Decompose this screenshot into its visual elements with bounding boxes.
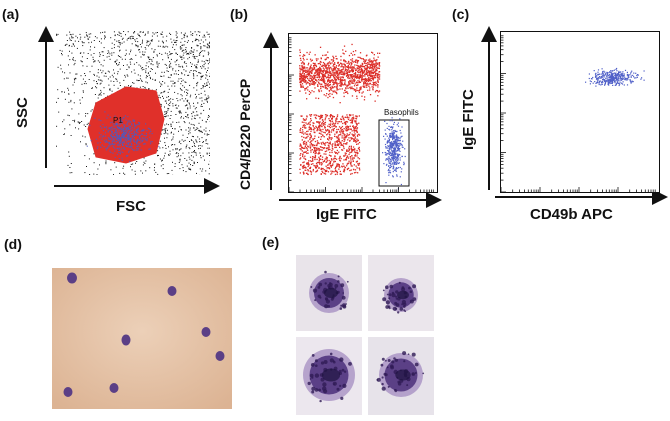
panel-e-image: [296, 255, 434, 415]
panel-b-x-title: IgE FITC: [316, 206, 377, 223]
panel-a-y-title: SSC: [14, 97, 31, 128]
panel-b-plot: [288, 33, 438, 193]
panel-c-ticks: [501, 35, 656, 192]
panel-a-basophil-cluster: [86, 111, 160, 163]
panel-e-micrographs: [296, 255, 434, 415]
panel-b-ticks: [289, 37, 434, 192]
panel-d-micrograph: [52, 268, 232, 409]
panel-b-basophil-gate: [378, 119, 410, 187]
panel-d-image: [52, 268, 232, 409]
panel-b-basophil-events: [382, 117, 406, 190]
panel-c-scatter: [501, 35, 656, 192]
panel-e-cell: [309, 270, 349, 313]
panel-c-plot: [500, 31, 660, 193]
panel-d-label: (d): [4, 236, 22, 252]
panel-a-gate-label: P1: [113, 116, 123, 125]
panel-b-scatter: [289, 37, 434, 192]
panel-a-label: (a): [2, 6, 20, 22]
panel-e-cell: [376, 351, 425, 397]
panel-b-gate-label: Basophils: [384, 108, 419, 117]
panel-b-label: (b): [230, 6, 248, 22]
panel-a-scatter: [56, 31, 210, 175]
panel-c-label: (c): [452, 6, 470, 22]
panel-b-non-basophil-events: [299, 43, 381, 176]
panel-a-plot: [56, 31, 210, 175]
panel-a-gate-p1: [87, 86, 165, 164]
panel-a-x-title: FSC: [116, 198, 146, 215]
panel-e-cell: [303, 349, 355, 403]
panel-d-cells: [63, 272, 225, 397]
panel-c-x-title: CD49b APC: [530, 206, 613, 223]
panel-c-events: [585, 67, 645, 87]
panel-c-y-title: IgE FITC: [460, 89, 477, 150]
panel-e-cell: [382, 278, 418, 314]
panel-e-label: (e): [262, 234, 280, 250]
panel-b-y-title: CD4/B220 PerCP: [237, 78, 253, 190]
